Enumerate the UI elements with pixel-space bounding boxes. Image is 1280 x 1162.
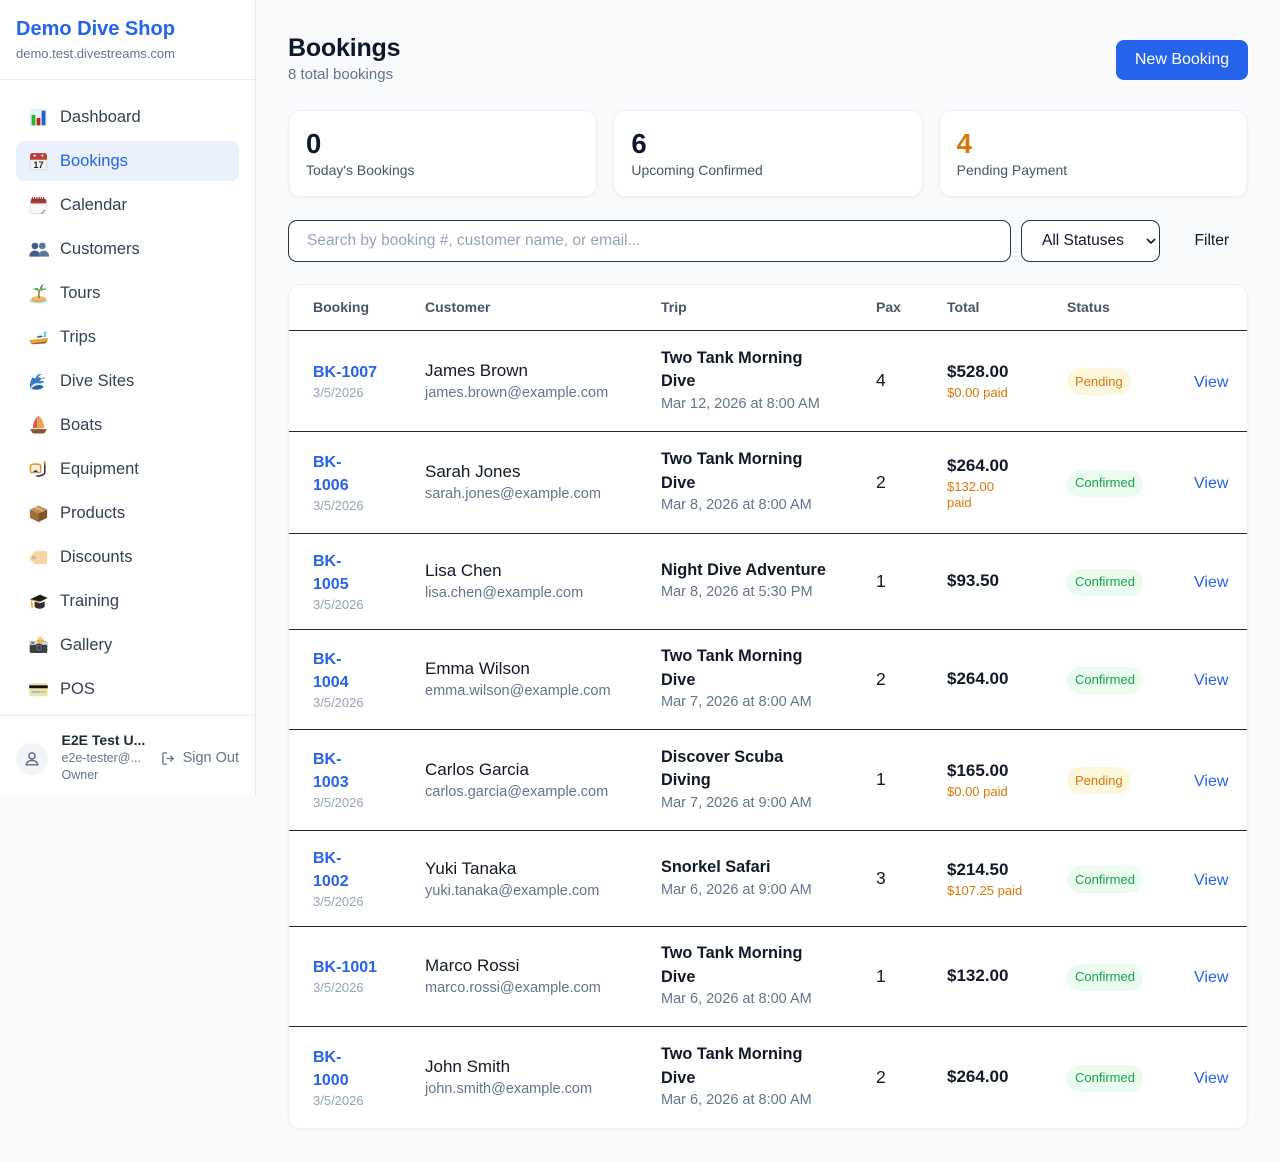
svg-text:17: 17 [33,159,43,169]
